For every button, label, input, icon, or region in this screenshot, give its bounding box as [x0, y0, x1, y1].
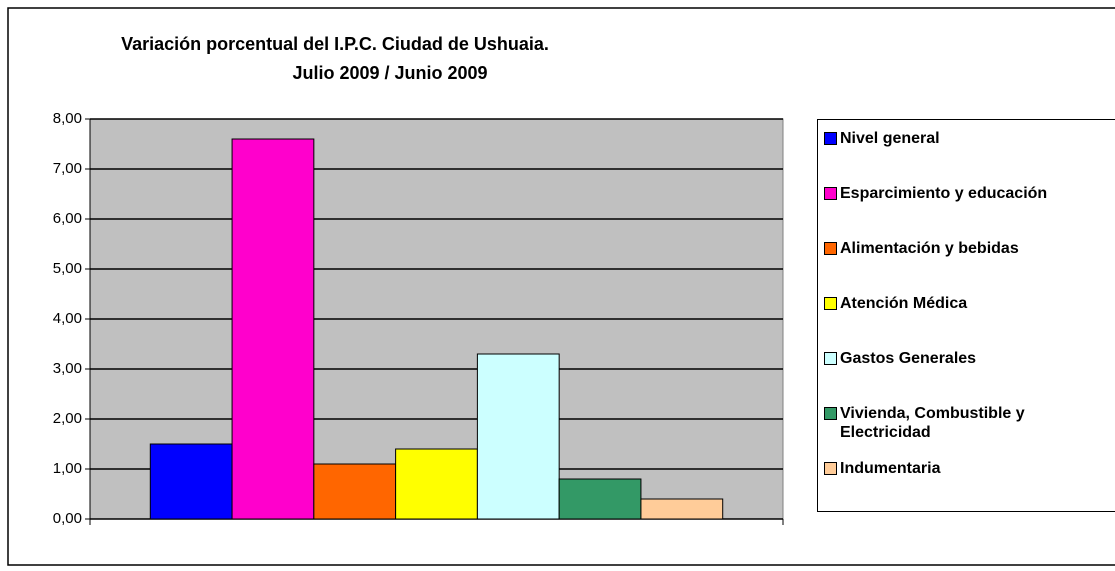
legend-swatch	[824, 407, 837, 420]
legend-swatch	[824, 297, 837, 310]
chart-title: Variación porcentual del I.P.C. Ciudad d…	[121, 34, 549, 54]
legend-entry: Atención Médica	[824, 294, 1114, 313]
legend-label: Nivel general	[840, 130, 940, 147]
legend-entry: Esparcimiento y educación	[824, 184, 1114, 203]
chart-subtitle: Julio 2009 / Junio 2009	[292, 63, 487, 83]
y-tick-label: 7,00	[53, 160, 82, 177]
legend-label: Indumentaria	[840, 460, 941, 477]
legend-swatch	[824, 242, 837, 255]
bar	[313, 463, 397, 520]
legend-entry: Indumentaria	[824, 459, 1114, 478]
legend-swatch	[824, 132, 837, 145]
legend-entry: Nivel general	[824, 129, 1114, 148]
legend-label: Gastos Generales	[840, 350, 977, 367]
legend-swatch	[824, 352, 837, 365]
y-tick-label: 2,00	[53, 410, 82, 427]
bar	[640, 498, 724, 520]
legend-entry: Vivienda, Combustible y Electricidad	[824, 404, 1114, 442]
legend: Nivel general Esparcimiento y educación Al…	[817, 119, 1115, 512]
bar	[149, 443, 233, 520]
legend-swatch	[824, 462, 837, 475]
legend-swatch	[824, 187, 837, 200]
bar	[476, 353, 560, 520]
y-tick-label: 1,00	[53, 460, 82, 477]
y-tick-label: 0,00	[53, 510, 82, 527]
legend-entry: Alimentación y bebidas	[824, 239, 1114, 258]
bar	[558, 478, 642, 520]
y-tick-label: 6,00	[53, 210, 82, 227]
y-tick-label: 8,00	[53, 110, 82, 127]
legend-label: Alimentación y bebidas	[840, 240, 1019, 257]
legend-label: Vivienda, Combustible y Electricidad	[840, 405, 1025, 441]
bar	[395, 448, 478, 520]
y-tick-label: 3,00	[53, 360, 82, 377]
y-tick-label: 4,00	[53, 310, 82, 327]
legend-entry: Gastos Generales	[824, 349, 1114, 368]
legend-label: Atención Médica	[840, 295, 968, 312]
y-tick-label: 5,00	[53, 260, 82, 277]
legend-label: Esparcimiento y educación	[840, 185, 1048, 202]
bar	[231, 138, 315, 520]
